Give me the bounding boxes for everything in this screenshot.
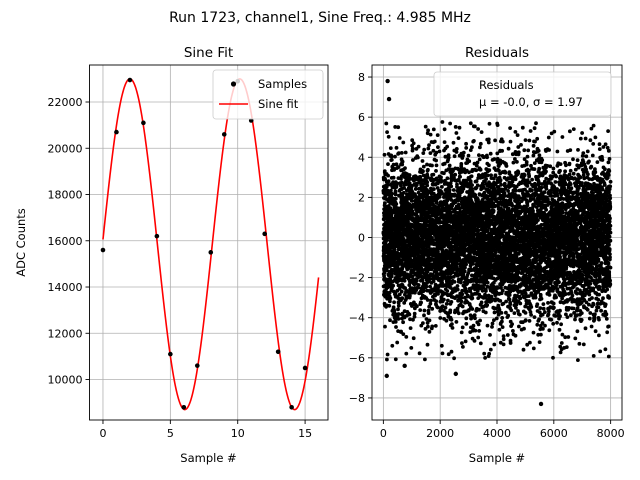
sine-fit-ytick-label: 14000 xyxy=(48,281,83,294)
sine-fit-ytick-label: 12000 xyxy=(48,327,83,340)
sine-fit-ytick-label: 22000 xyxy=(48,96,83,109)
residual-outlier-point xyxy=(538,401,544,407)
sine-fit-ticks: 0 5 10 15 10000 12000 14000 16000 18000 20000 2200… xyxy=(48,96,313,440)
residual-outlier-point xyxy=(386,96,392,102)
sine-fit-xtick-label: 0 xyxy=(99,427,106,440)
sample-point xyxy=(194,363,200,368)
sine-fit-xtick-label: 15 xyxy=(298,427,312,440)
sine-fit-title: Sine Fit xyxy=(184,45,233,61)
residuals-ytick-label: 8 xyxy=(358,71,365,84)
residual-outlier-point xyxy=(384,373,389,379)
figure-suptitle: Run 1723, channel1, Sine Freq.: 4.985 MH… xyxy=(169,10,471,26)
sine-fit-legend: Samples Sine fit xyxy=(212,69,324,120)
legend-samples-marker xyxy=(230,81,237,87)
sine-fit-legend-box xyxy=(212,69,324,120)
sine-fit-spine xyxy=(89,64,329,421)
residuals-ticks: 0 2000 4000 6000 8000 −8 −6 −4 −2 0 2 4 6 8 xyxy=(349,71,625,440)
residuals-plot-area xyxy=(381,78,613,407)
legend-residuals-stats: μ = -0.0, σ = 1.97 xyxy=(479,95,583,109)
residual-outlier-point xyxy=(402,363,407,369)
legend-samples-label: Samples xyxy=(258,77,307,91)
legend-sine-fit-label: Sine fit xyxy=(258,97,299,111)
sample-point xyxy=(302,365,308,371)
sine-fit-ytick-label: 20000 xyxy=(48,142,83,155)
residuals-xtick-label: 2000 xyxy=(426,427,454,440)
sine-fit-xlabel: Sample # xyxy=(180,451,236,465)
legend-residuals-label: Residuals xyxy=(479,78,534,92)
sine-fit-plot-area xyxy=(100,77,320,411)
residuals-ytick-label: 6 xyxy=(358,111,365,124)
sample-point xyxy=(289,404,294,410)
sine-fit-axes: Sine Fit 0 5 10 15 10000 12000 14000 16000 18000… xyxy=(14,45,329,465)
sample-point xyxy=(141,120,146,126)
residuals-legend: Residuals μ = -0.0, σ = 1.97 xyxy=(433,71,612,117)
residual-outlier-point xyxy=(385,78,390,84)
residuals-ytick-label: −8 xyxy=(349,392,365,405)
residuals-xtick-label: 6000 xyxy=(540,427,568,440)
residuals-xtick-label: 8000 xyxy=(597,427,625,440)
sample-point xyxy=(168,351,173,357)
residuals-axes: Residuals 0 2000 4000 6000 8000 −8 −6 −4 −2 0 2 4 6 8… xyxy=(349,45,625,465)
sine-fit-ytick-label: 16000 xyxy=(48,235,83,248)
sample-point xyxy=(181,404,187,410)
residuals-legend-box xyxy=(433,71,612,117)
residuals-xtick-label: 4000 xyxy=(483,427,511,440)
residual-points xyxy=(381,120,613,362)
residuals-title: Residuals xyxy=(465,45,529,61)
sample-point xyxy=(114,129,119,135)
sine-fit-grid xyxy=(89,65,328,420)
residual-outlier-point xyxy=(453,371,459,377)
sample-point xyxy=(208,250,214,255)
sine-fit-ylabel: ADC Counts xyxy=(14,208,28,277)
residuals-xlabel: Sample # xyxy=(469,451,525,465)
sample-point xyxy=(127,77,133,83)
sine-fit-xtick-label: 5 xyxy=(167,427,174,440)
residuals-ytick-label: −6 xyxy=(349,352,365,365)
sine-fit-xtick-label: 10 xyxy=(231,427,245,440)
residuals-ytick-label: −2 xyxy=(349,272,365,285)
sample-point xyxy=(100,247,106,253)
sample-point xyxy=(275,349,281,355)
sample-point xyxy=(221,132,227,137)
residuals-xtick-label: 0 xyxy=(380,427,387,440)
residuals-ytick-label: 4 xyxy=(358,151,365,164)
sample-point xyxy=(154,233,160,239)
residuals-ytick-label: 0 xyxy=(358,231,365,244)
sample-point xyxy=(262,231,267,237)
sine-fit-ytick-label: 18000 xyxy=(48,189,83,202)
sine-fit-curve xyxy=(102,78,320,411)
residuals-ytick-label: 2 xyxy=(358,191,365,204)
sine-fit-ytick-label: 10000 xyxy=(48,374,83,387)
residuals-ytick-label: −4 xyxy=(349,312,365,325)
